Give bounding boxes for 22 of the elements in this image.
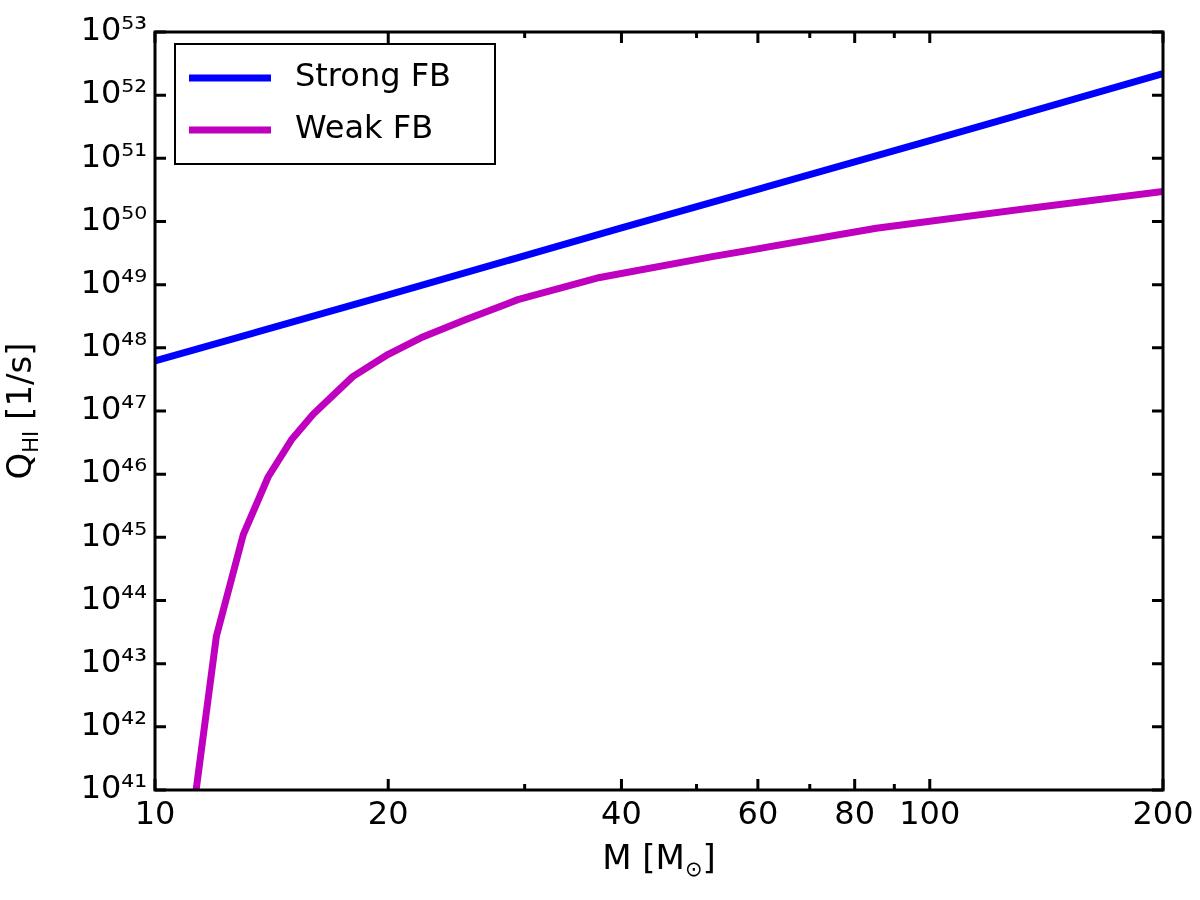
x-tick-label: 80: [834, 793, 876, 832]
y-tick-label: 10⁵²: [80, 73, 147, 112]
y-tick-label: 10⁴⁷: [80, 389, 147, 428]
x-tick-label: 200: [1132, 793, 1194, 832]
y-tick-label: 10⁴⁸: [80, 326, 147, 365]
x-tick-label: 100: [899, 793, 961, 832]
y-tick-label: 10⁴³: [80, 641, 147, 680]
y-tick-label: 10⁴⁹: [80, 262, 147, 301]
y-tick-label: 10⁵³: [80, 10, 147, 49]
y-tick-label: 10⁴⁶: [80, 452, 147, 491]
y-tick-label: 10⁴²: [80, 705, 147, 744]
x-tick-label: 40: [601, 793, 642, 832]
y-tick-label: 10⁵¹: [80, 136, 147, 175]
y-tick-label: 10⁴⁴: [80, 578, 147, 617]
legend-label: Weak FB: [295, 108, 434, 147]
x-tick-label: 20: [367, 793, 409, 832]
x-tick-label: 60: [737, 793, 779, 832]
y-tick-label: 10⁴⁵: [80, 515, 147, 554]
legend-label: Strong FB: [295, 56, 452, 95]
y-tick-label: 10⁵⁰: [80, 199, 147, 238]
y-axis-title: QHI [1/s]: [0, 342, 43, 480]
x-axis-title: M [M⊙]: [602, 836, 716, 881]
